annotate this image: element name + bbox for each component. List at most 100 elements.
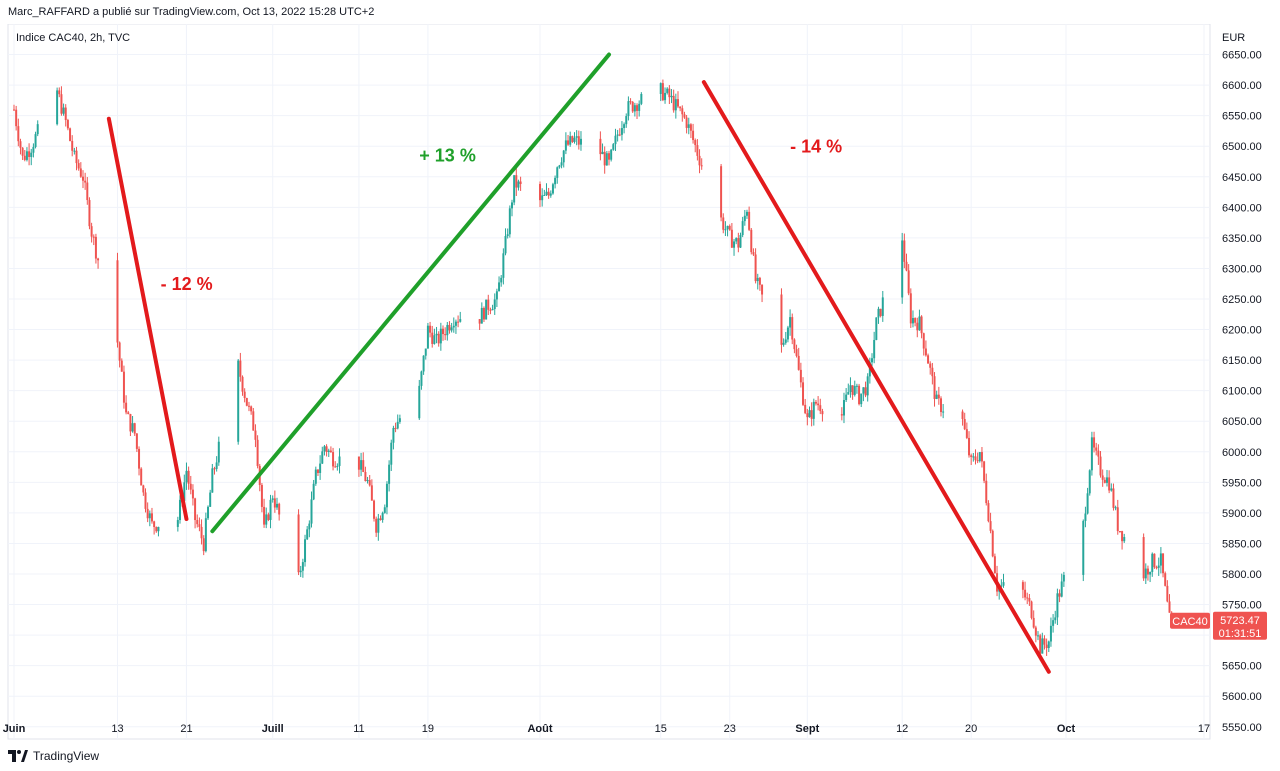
candle-body <box>69 128 72 141</box>
candle-body <box>252 411 255 431</box>
candle-body <box>377 518 380 533</box>
last-price-symbol-tag <box>1170 612 1210 629</box>
candle-body <box>418 385 421 419</box>
candle-body <box>237 360 240 442</box>
candle-body <box>435 333 438 336</box>
trend-line-1[interactable] <box>106 116 189 521</box>
candle-body <box>551 184 554 194</box>
candle-body <box>310 499 313 524</box>
last-price-countdown: 01:31:51 <box>1219 628 1262 640</box>
candle-body <box>370 485 373 501</box>
candle-body <box>795 349 798 356</box>
candle-body <box>752 252 755 255</box>
candle-body <box>332 452 335 467</box>
candle-body <box>485 299 488 320</box>
candle-body <box>140 468 143 486</box>
candle-body <box>866 376 869 396</box>
trend-line-2[interactable] <box>210 52 611 534</box>
candle-body <box>1101 475 1104 480</box>
candle-body <box>687 124 690 128</box>
candle-body <box>737 238 740 248</box>
candle-body <box>821 411 824 415</box>
candle-body <box>135 433 138 449</box>
candle-body <box>56 90 59 125</box>
candle-body <box>933 376 936 399</box>
candle-body <box>724 229 727 231</box>
candle-body <box>1054 617 1057 621</box>
y-tick-label: 6350.00 <box>1222 233 1262 245</box>
candle-body <box>215 462 218 469</box>
candle-body <box>198 524 201 527</box>
candle-body <box>797 355 800 370</box>
candle-body <box>756 277 759 282</box>
candle-body <box>674 99 677 111</box>
candle-body <box>1095 447 1098 451</box>
candle-body <box>79 168 82 177</box>
y-tick-label: 6450.00 <box>1222 172 1262 184</box>
x-tick-label: Sept <box>795 723 819 735</box>
candle-body <box>138 448 141 469</box>
y-tick-label: 6000.00 <box>1222 447 1262 459</box>
candle-body <box>858 385 861 405</box>
candle-body <box>118 342 121 361</box>
candle-body <box>62 107 65 114</box>
trend-label-3: - 14 % <box>790 136 842 156</box>
candle-body <box>1110 488 1113 491</box>
candle-body <box>1155 567 1158 569</box>
candle-body <box>385 483 388 508</box>
y-tick-label: 6650.00 <box>1222 50 1262 62</box>
candle-body <box>375 518 378 533</box>
candle-body <box>625 116 628 125</box>
candle-body <box>487 299 490 310</box>
x-tick-label: Juin <box>3 723 26 735</box>
chart-area[interactable]: 5550.005600.005650.005700.005750.005800.… <box>0 24 1280 740</box>
candle-body <box>976 460 979 462</box>
candle-body <box>985 480 988 504</box>
candle-body <box>659 83 662 94</box>
candle-body <box>299 570 302 573</box>
candle-body <box>810 410 813 419</box>
candle-body <box>633 105 636 112</box>
y-tick-label: 5950.00 <box>1222 477 1262 489</box>
candle-body <box>612 144 615 150</box>
candle-body <box>793 339 796 350</box>
candle-body <box>297 514 300 573</box>
candle-body <box>373 500 376 519</box>
candle-body <box>573 137 576 142</box>
candle-body <box>254 430 257 440</box>
candle-body <box>15 109 18 127</box>
candle-body <box>1045 644 1048 649</box>
candle-body <box>661 83 664 101</box>
trend-line-3[interactable] <box>701 80 1051 674</box>
candle-body <box>312 483 315 500</box>
tradingview-logo-icon <box>8 750 28 762</box>
candle-body <box>1157 565 1160 568</box>
trend-label-1: - 12 % <box>161 274 213 294</box>
candle-body <box>569 136 572 145</box>
candle-body <box>1049 625 1052 642</box>
candle-body <box>94 236 97 259</box>
candle-body <box>860 393 863 405</box>
candle-body <box>987 503 990 522</box>
y-tick-label: 6600.00 <box>1222 80 1262 92</box>
candle-body <box>562 150 565 163</box>
candle-body <box>1088 470 1091 494</box>
candle-body <box>30 152 33 157</box>
footer: TradingView <box>8 748 99 764</box>
y-tick-label: 6200.00 <box>1222 325 1262 337</box>
y-tick-label: 5850.00 <box>1222 538 1262 550</box>
x-tick-label: Oct <box>1057 723 1076 735</box>
candle-body <box>842 400 845 416</box>
candle-body <box>903 240 906 262</box>
candle-body <box>448 324 451 331</box>
candle-body <box>1090 437 1093 471</box>
candle-body <box>993 556 996 574</box>
candle-body <box>360 460 363 470</box>
candle-body <box>1142 537 1145 579</box>
candle-body <box>1030 601 1033 618</box>
candle-body <box>601 151 604 155</box>
candle-body <box>392 427 395 443</box>
price-chart[interactable]: 5550.005600.005650.005700.005750.005800.… <box>0 24 1280 740</box>
candle-body <box>84 180 87 183</box>
y-tick-label: 6500.00 <box>1222 141 1262 153</box>
